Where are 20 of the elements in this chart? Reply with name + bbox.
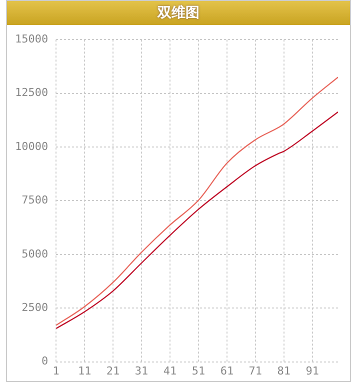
chart-title: 双维图 [7, 1, 350, 25]
y-tick-label: 5000 [22, 247, 48, 260]
x-tick-label: 81 [277, 364, 291, 378]
x-tick-label: 31 [134, 364, 148, 378]
x-tick-label: 11 [78, 364, 92, 378]
y-tick-label: 12500 [14, 86, 48, 100]
line-series [56, 111, 338, 330]
y-tick-label: 0 [41, 354, 48, 368]
x-tick-label: 41 [163, 364, 177, 378]
y-tick-label: 7500 [22, 194, 48, 207]
x-tick-label: 61 [220, 364, 234, 378]
y-tick-label: 10000 [14, 140, 48, 153]
line-series [56, 76, 338, 326]
y-tick-label: 2500 [22, 300, 48, 314]
x-tick-label: 1 [52, 364, 60, 378]
x-tick-label: 71 [248, 364, 262, 378]
x-tick-label: 21 [106, 364, 120, 378]
x-tick-label: 51 [192, 364, 206, 378]
x-tick-label: 91 [306, 364, 319, 378]
y-tick-label: 15000 [14, 32, 48, 46]
